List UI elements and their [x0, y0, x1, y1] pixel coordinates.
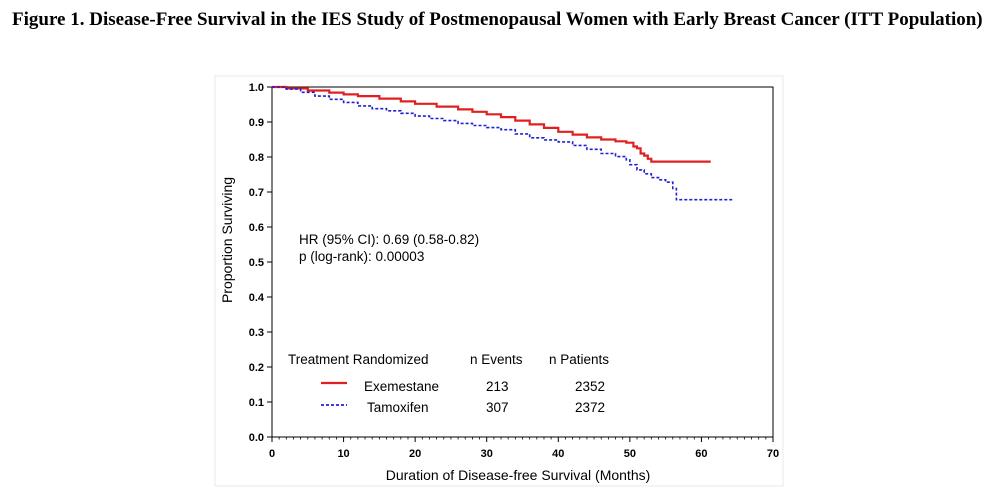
y-tick-label-0.0: 0.0 — [249, 432, 264, 444]
legend-header-treatment: Treatment Randomized — [288, 352, 429, 367]
x-tick-label-10: 10 — [337, 448, 349, 460]
y-tick-label-0.4: 0.4 — [249, 292, 265, 304]
figure-title: Figure 1. Disease-Free Survival in the I… — [12, 9, 983, 30]
y-tick-label-0.2: 0.2 — [249, 362, 264, 374]
x-tick-label-60: 60 — [695, 448, 707, 460]
x-axis-label: Duration of Disease-free Survival (Month… — [386, 467, 651, 483]
annotation-hr: HR (95% CI): 0.69 (0.58-0.82) — [299, 232, 479, 247]
y-tick-label-0.8: 0.8 — [249, 152, 264, 164]
legend-name-tamoxifen: Tamoxifen — [367, 400, 429, 415]
legend-header-patients: n Patients — [549, 352, 609, 367]
x-axis: 0 10 20 30 40 50 60 70 — [269, 437, 779, 460]
y-tick-label-0.9: 0.9 — [249, 117, 264, 129]
chart-panel — [214, 75, 784, 487]
y-tick-label-0.6: 0.6 — [249, 222, 264, 234]
legend-name-exemestane: Exemestane — [364, 379, 439, 394]
y-tick-label-1.0: 1.0 — [249, 82, 264, 94]
series-line-tamoxifen — [272, 86, 733, 201]
x-tick-label-20: 20 — [409, 448, 421, 460]
legend-events-exemestane: 213 — [486, 379, 509, 394]
series-layer — [272, 85, 733, 201]
x-tick-label-30: 30 — [481, 448, 493, 460]
legend-header-events: n Events — [470, 352, 523, 367]
x-tick-label-0: 0 — [269, 448, 275, 460]
x-tick-label-50: 50 — [624, 448, 636, 460]
y-tick-label-0.5: 0.5 — [249, 257, 264, 269]
legend: Treatment Randomized n Events n Patients… — [288, 352, 609, 415]
x-tick-label-70: 70 — [767, 448, 779, 460]
legend-patients-exemestane: 2352 — [575, 379, 605, 394]
series-line-exemestane — [272, 85, 711, 163]
annotation-p: p (log-rank): 0.00003 — [299, 249, 424, 264]
y-axis-label: Proportion Surviving — [219, 177, 235, 303]
legend-events-tamoxifen: 307 — [486, 400, 509, 415]
y-tick-label-0.7: 0.7 — [249, 187, 264, 199]
legend-patients-tamoxifen: 2372 — [575, 400, 605, 415]
y-tick-label-0.3: 0.3 — [249, 327, 264, 339]
y-axis: 0.0 0.1 0.2 0.3 0.4 0.5 0.6 0.7 0.8 0.9 1.0 — [249, 82, 272, 444]
x-tick-label-40: 40 — [552, 448, 564, 460]
y-tick-label-0.1: 0.1 — [249, 397, 264, 409]
